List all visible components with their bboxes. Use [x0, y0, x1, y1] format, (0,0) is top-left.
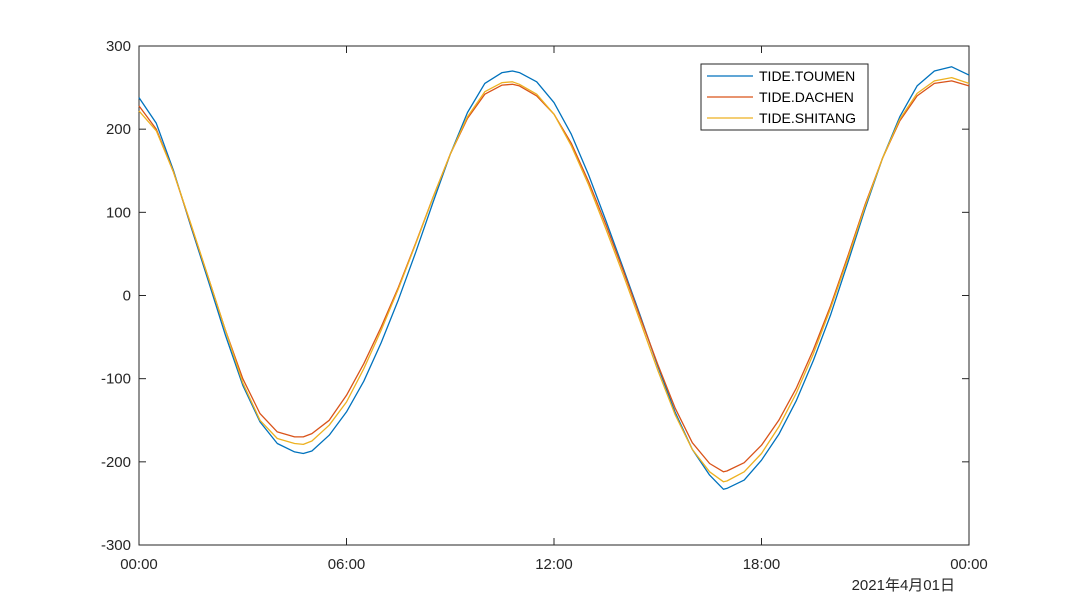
y-tick-label: 100: [106, 204, 131, 221]
legend: TIDE.TOUMEN TIDE.DACHEN TIDE.SHITANG: [700, 63, 869, 131]
legend-label: TIDE.TOUMEN: [759, 68, 855, 84]
series-lines: [138, 66, 970, 490]
x-tick-label: 00:00: [120, 556, 158, 573]
x-axis: 00:00 06:00 12:00 18:00 00:00: [120, 46, 988, 573]
x-tick-label: 00:00: [950, 556, 988, 573]
y-tick-label: -100: [101, 371, 131, 388]
y-tick-label: -200: [101, 454, 131, 471]
y-tick-label: 200: [106, 121, 131, 138]
series-line-tide-toumen: [138, 66, 970, 490]
date-label: 2021年4月01日: [852, 577, 955, 594]
legend-label: TIDE.DACHEN: [759, 89, 854, 105]
x-tick-label: 18:00: [743, 556, 781, 573]
y-tick-label: 300: [106, 38, 131, 55]
y-axis: -300 -200 -100 0 100 200 300: [101, 38, 969, 554]
series-line-tide-shitang: [138, 76, 970, 483]
x-tick-label: 12:00: [535, 556, 573, 573]
x-tick-label: 06:00: [328, 556, 366, 573]
y-tick-label: 0: [123, 288, 131, 305]
y-tick-label: -300: [101, 537, 131, 554]
legend-label: TIDE.SHITANG: [759, 110, 856, 126]
